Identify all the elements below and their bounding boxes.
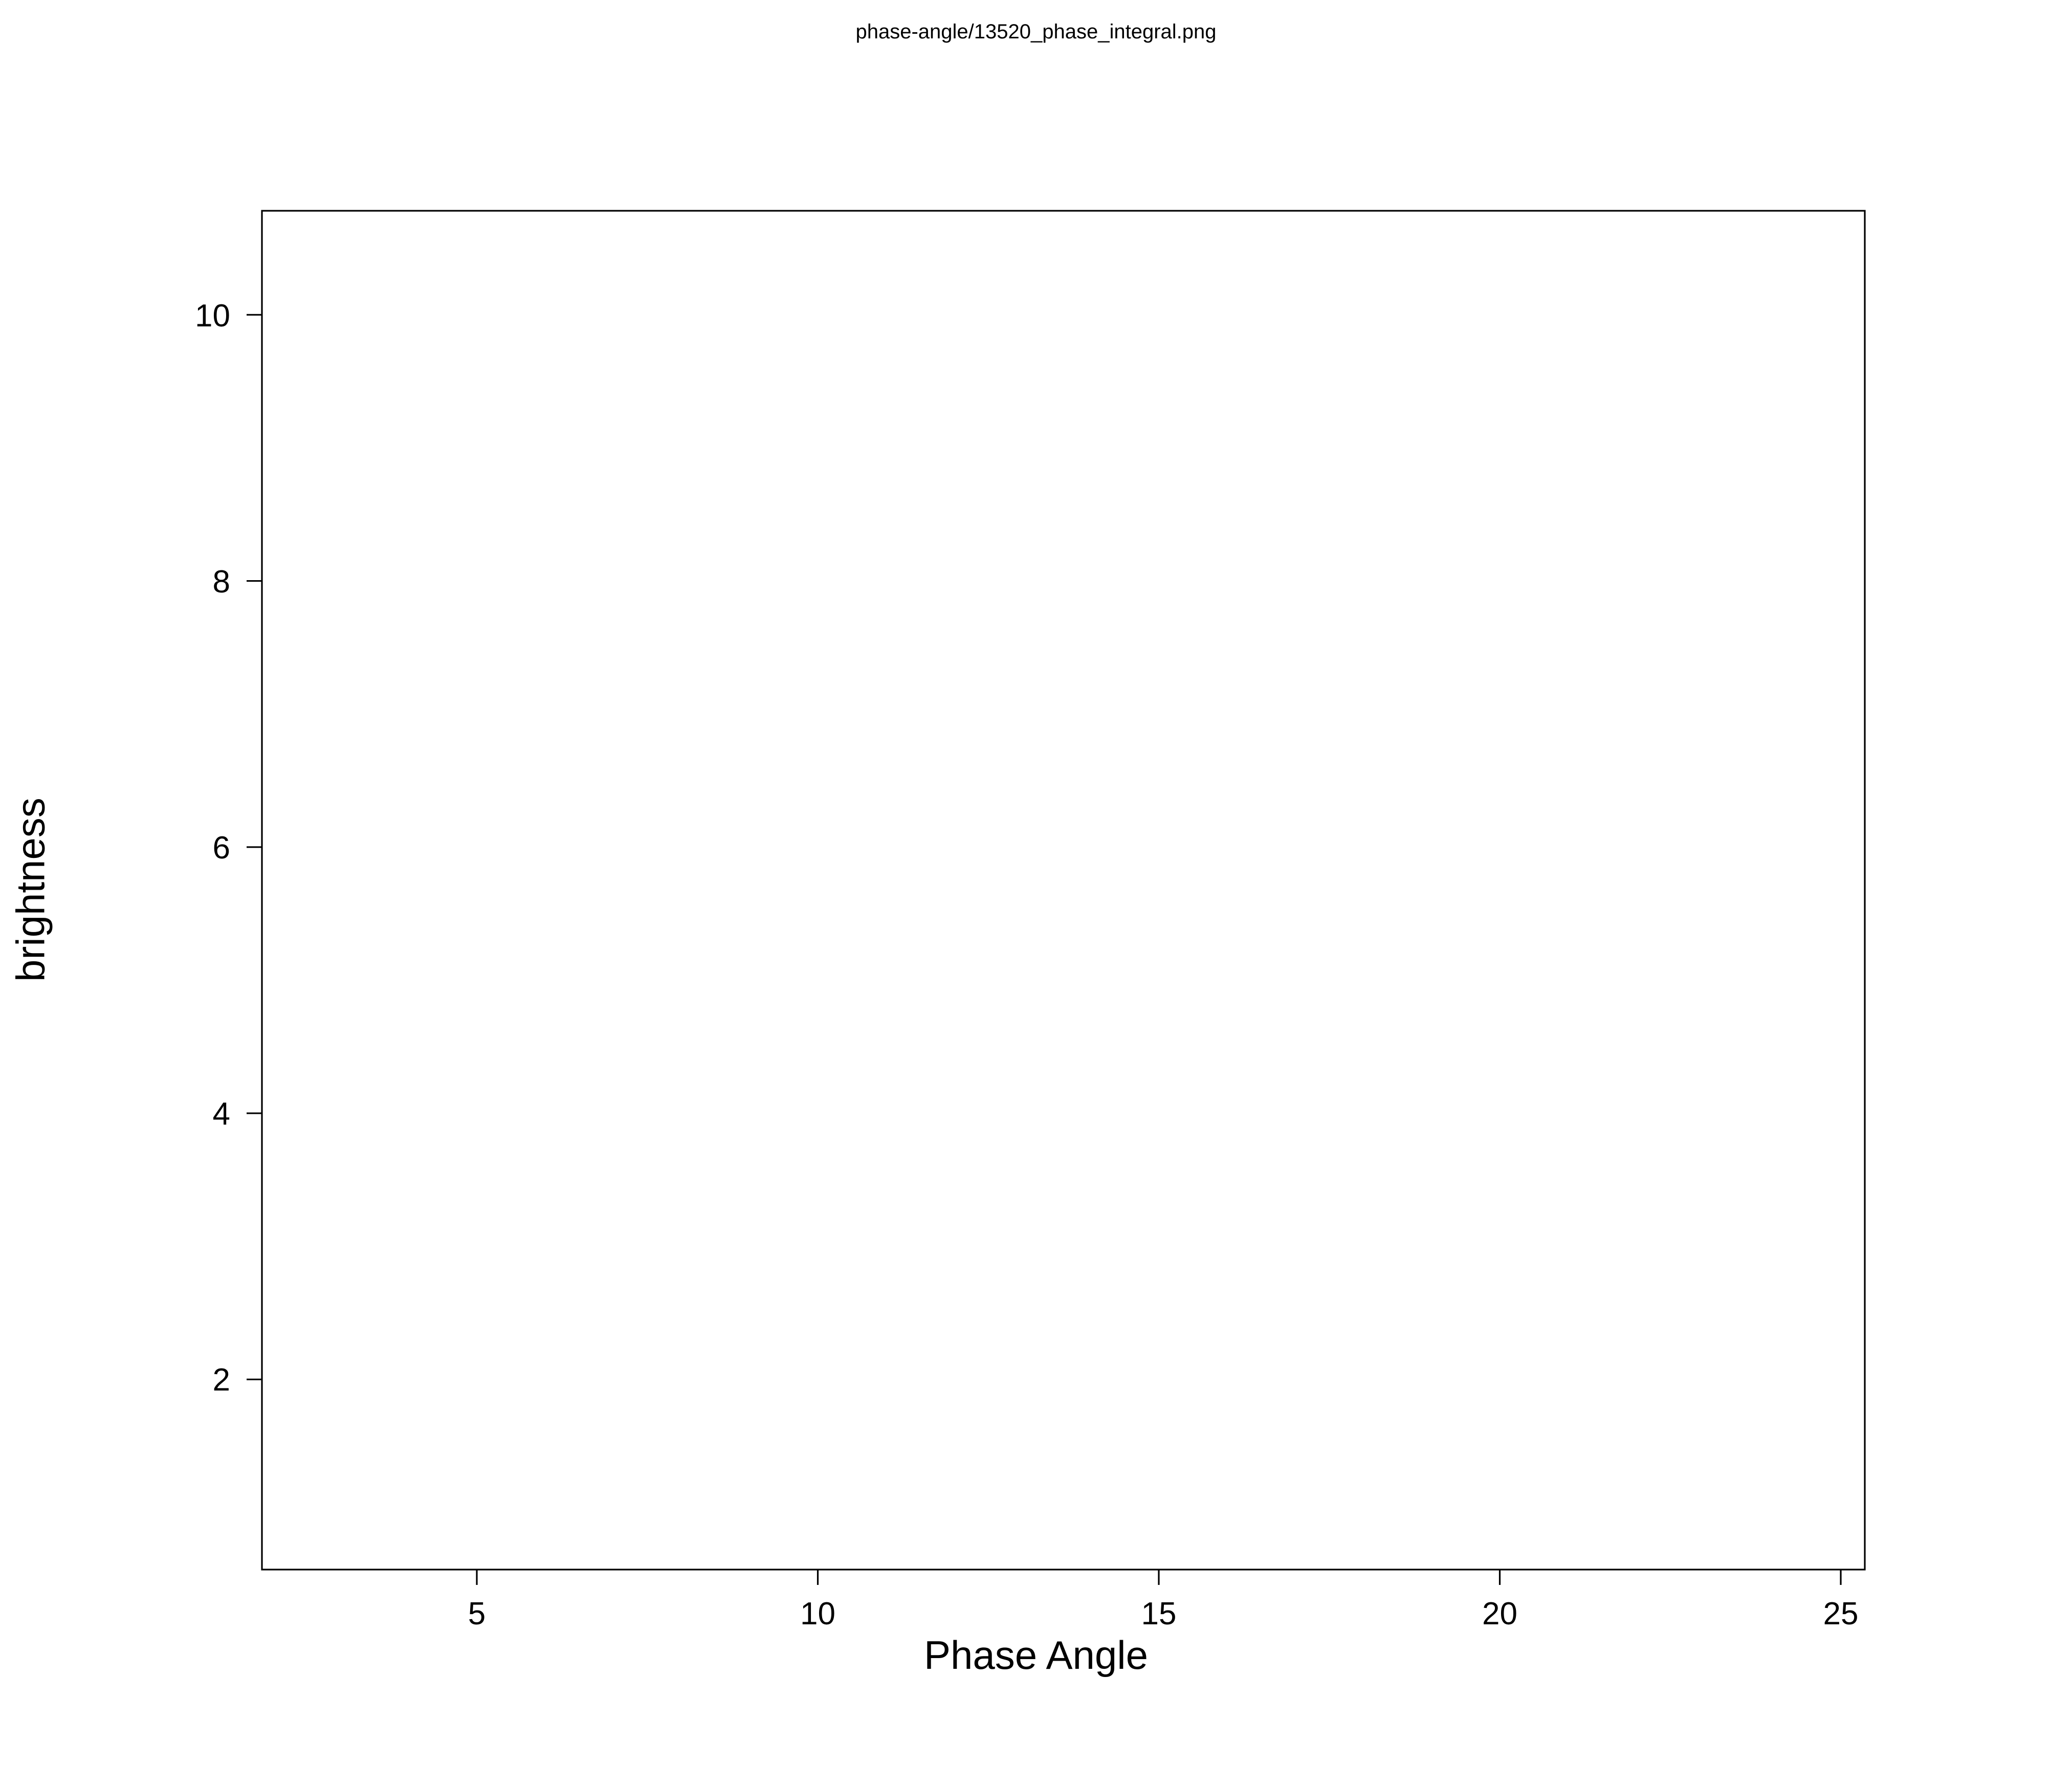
- svg-text:10: 10: [800, 1596, 835, 1631]
- svg-text:4: 4: [213, 1096, 230, 1132]
- svg-text:8: 8: [213, 564, 230, 600]
- svg-text:2: 2: [213, 1362, 230, 1398]
- svg-text:25: 25: [1823, 1596, 1859, 1631]
- svg-text:5: 5: [468, 1596, 486, 1631]
- svg-text:15: 15: [1141, 1596, 1177, 1631]
- svg-text:10: 10: [195, 298, 230, 334]
- svg-text:6: 6: [213, 830, 230, 866]
- svg-text:20: 20: [1482, 1596, 1517, 1631]
